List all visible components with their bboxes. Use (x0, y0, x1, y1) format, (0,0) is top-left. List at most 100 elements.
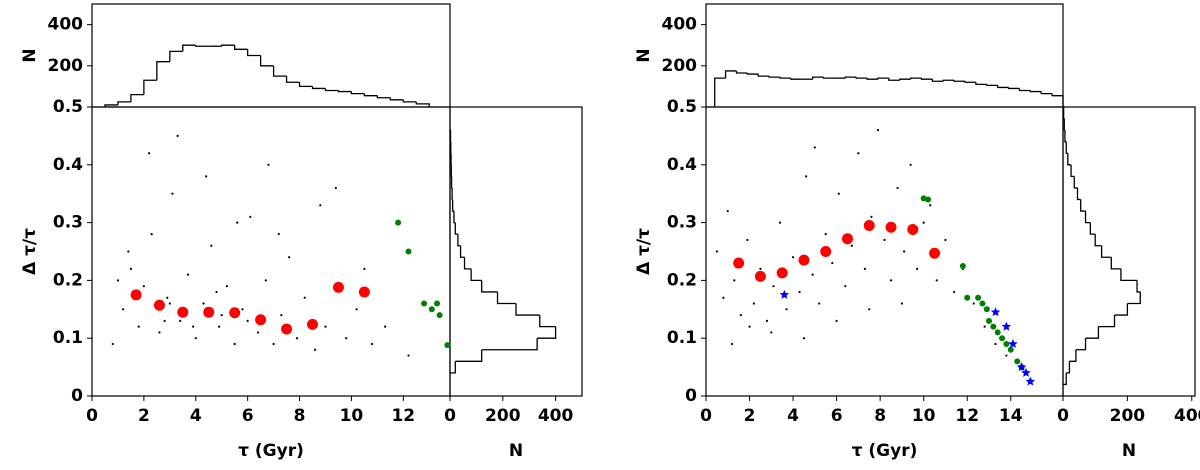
y-tick-label: 0.4 (667, 155, 697, 175)
x-tick-label: 8 (874, 406, 886, 426)
point (233, 342, 236, 346)
histogram-bin (350, 91, 365, 95)
y-axis-label: N (20, 48, 40, 62)
histogram-bin (822, 77, 835, 79)
point (876, 129, 880, 132)
x-axis-label: N (509, 441, 523, 461)
point (319, 204, 322, 207)
y-axis-label: N (634, 48, 654, 62)
point (925, 196, 932, 203)
histogram-bin (337, 90, 352, 93)
point (994, 342, 997, 346)
point (999, 335, 1006, 342)
point (754, 270, 766, 282)
x-tick-label: 10 (340, 406, 364, 426)
point (778, 221, 782, 224)
x-tick-label: 2 (138, 406, 150, 426)
histogram-bin (415, 101, 430, 107)
point (791, 256, 795, 259)
y-tick-label: 0.2 (667, 270, 697, 290)
x-tick-label: 12 (955, 406, 979, 426)
y-tick-label: 200 (48, 56, 84, 76)
x-tick-label: 8 (294, 406, 306, 426)
histogram-bin (247, 49, 261, 57)
point (739, 313, 742, 317)
histogram-bin (942, 79, 955, 82)
point (1008, 339, 1018, 348)
histogram-bin (724, 70, 737, 79)
point (844, 285, 847, 288)
x-tick-label: 2 (744, 406, 756, 426)
histogram-bin (964, 81, 976, 83)
y-tick-label: 0.1 (53, 328, 83, 348)
point (229, 307, 241, 319)
point (218, 325, 221, 328)
point (127, 250, 130, 253)
point (959, 262, 966, 269)
point (990, 323, 997, 330)
point (733, 257, 745, 269)
point (907, 224, 919, 236)
point (990, 307, 1001, 317)
point (345, 337, 348, 340)
point (280, 313, 283, 317)
point (935, 279, 938, 282)
point (332, 281, 344, 293)
point (916, 267, 919, 270)
histogram-bin (1018, 88, 1031, 92)
point (334, 186, 337, 190)
histogram-bin (1084, 211, 1091, 224)
point (752, 302, 755, 305)
point (779, 289, 790, 299)
x-tick-label: 12 (391, 406, 415, 426)
point (158, 331, 161, 334)
point (889, 279, 893, 282)
histogram-bin (1075, 338, 1087, 351)
histogram-bin (844, 76, 857, 79)
point (850, 244, 853, 247)
plot-frame (705, 106, 1064, 397)
histogram-bin (453, 211, 456, 224)
right-hist-frame (1062, 106, 1196, 397)
point (837, 192, 840, 195)
histogram-bin (515, 303, 540, 316)
point (863, 267, 867, 270)
histogram-bin (449, 129, 452, 143)
point (841, 233, 853, 245)
point (324, 325, 327, 328)
point (249, 215, 252, 218)
y-axis-label: Δ τ/τ (20, 228, 40, 275)
point (147, 152, 151, 155)
x-tick-label: 400 (1174, 406, 1200, 426)
point (267, 163, 270, 166)
histogram-bin (779, 77, 791, 79)
point (220, 313, 223, 317)
point (202, 302, 205, 305)
point (205, 175, 208, 178)
point (902, 250, 906, 253)
y-tick-label: 0.2 (53, 270, 83, 290)
histogram-bin (1098, 315, 1116, 328)
point (295, 337, 299, 340)
histogram-bin (899, 78, 911, 81)
histogram-bin (457, 234, 461, 247)
x-tick-label: 0 (700, 406, 712, 426)
point (1005, 354, 1008, 357)
point (111, 342, 114, 346)
point (802, 337, 806, 340)
histogram-bin (790, 78, 802, 80)
histogram-bin (539, 315, 556, 328)
histogram-bin (272, 65, 287, 77)
histogram-bin (470, 268, 482, 282)
point (407, 354, 410, 357)
histogram-bin (1040, 91, 1053, 95)
histogram-bin (1064, 130, 1067, 143)
x-tick-label: 200 (1110, 406, 1146, 426)
point (384, 325, 387, 328)
y-tick-label: 400 (662, 15, 698, 35)
y-tick-label: 0.4 (53, 155, 83, 175)
point (277, 233, 280, 236)
point (1016, 362, 1027, 372)
histogram-bin (451, 199, 454, 212)
x-axis-label: τ (Gyr) (852, 441, 918, 461)
